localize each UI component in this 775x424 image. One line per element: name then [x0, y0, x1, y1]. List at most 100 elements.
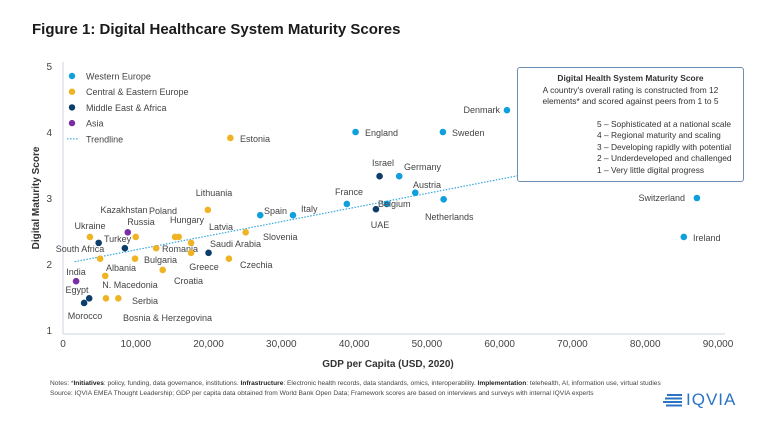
point-germany: [395, 172, 403, 180]
point-bosnia-herzegovina: [102, 295, 110, 302]
notes-line: Notes: *Initiatives: policy, funding, da…: [50, 379, 661, 389]
point-label-croatia: Croatia: [174, 276, 203, 286]
notes-key: Initiatives: [73, 380, 104, 387]
scale-item-3: 3 – Developing rapidly with potential: [597, 141, 732, 152]
point-austria: [411, 189, 419, 197]
legend-label: Trendline: [86, 134, 123, 144]
point-label-saudi-arabia: Saudi Arabia: [210, 239, 261, 249]
x-tick-label: 30,000: [266, 339, 297, 350]
point-morocco: [80, 299, 88, 307]
figure-title: Figure 1: Digital Healthcare System Matu…: [32, 21, 401, 38]
point-label-switzerland: Switzerland: [638, 193, 685, 203]
notes-value: : policy, funding, data governance, inst…: [103, 380, 241, 387]
point-label-england: England: [365, 128, 398, 138]
point-denmark: [503, 106, 511, 114]
point-latvia: [187, 239, 195, 247]
point-label-germany: Germany: [404, 162, 442, 172]
x-tick-label: 10,000: [120, 339, 151, 350]
point-turkey: [121, 244, 129, 252]
point-netherlands: [440, 196, 447, 203]
point-label-ukraine: Ukraine: [74, 221, 105, 231]
point-greece: [187, 249, 195, 257]
notes-value: : telehealth, AI, information use, virtu…: [526, 380, 661, 387]
x-tick-label: 80,000: [630, 339, 661, 350]
point-egypt: [85, 295, 93, 302]
point-saudi-arabia: [205, 249, 212, 257]
point-bulgaria: [131, 255, 139, 263]
point-india: [72, 277, 80, 285]
y-axis-title: Digital Maturity Score: [31, 146, 42, 249]
point-south-africa: [95, 239, 102, 247]
iqvia-logo: IQVIA: [663, 390, 736, 410]
info-box-title: Digital Health System Maturity Score: [557, 73, 704, 83]
legend-marker: [68, 104, 76, 111]
point-label-spain: Spain: [264, 206, 287, 216]
y-tick-label: 5: [46, 62, 52, 73]
point-label-italy: Italy: [301, 204, 318, 214]
notes-key: Infrastructure: [240, 380, 284, 387]
point-label-lithuania: Lithuania: [196, 188, 233, 198]
point-label-romania: Romania: [162, 244, 198, 254]
point-albania: [96, 255, 104, 263]
score-info-box: Digital Health System Maturity Score A c…: [517, 67, 744, 182]
point-russia: [132, 233, 140, 241]
point-ukraine: [86, 233, 94, 241]
point-label-albania: Albania: [106, 263, 136, 273]
notes-key: Implementation: [477, 380, 527, 387]
info-box-line: elements* and scored against peers from …: [542, 96, 719, 106]
point-label-kazakhstan: Kazakhstan: [100, 205, 147, 215]
point-sweden: [439, 128, 447, 136]
point-hungary: [175, 233, 183, 241]
point-slovenia: [242, 229, 249, 236]
point-uae: [372, 205, 380, 213]
point-label-netherlands: Netherlands: [425, 212, 474, 222]
logo-stripes-icon: [663, 394, 682, 407]
scale-item-5: 5 – Sophisticated at a national scale: [597, 118, 732, 129]
x-axis-title: GDP per Capita (USD, 2020): [322, 359, 454, 370]
legend-label: Central & Eastern Europe: [86, 87, 189, 97]
point-label-israel: Israel: [372, 158, 394, 168]
x-tick-label: 50,000: [412, 339, 443, 350]
info-box-line: A country's overall rating is constructe…: [542, 84, 719, 95]
point-n-macedonia: [101, 272, 109, 280]
x-tick-label: 60,000: [484, 339, 515, 350]
point-ireland: [680, 233, 688, 241]
point-label-bosnia-herzegovina: Bosnia & Herzegovina: [123, 313, 212, 323]
notes-prefix: Notes: *: [50, 380, 74, 387]
point-israel: [376, 172, 383, 180]
point-estonia: [227, 134, 234, 142]
point-label-denmark: Denmark: [463, 105, 500, 115]
point-label-turkey: Turkey: [104, 234, 132, 244]
point-label-serbia: Serbia: [132, 296, 158, 306]
x-tick-label: 20,000: [193, 339, 224, 350]
legend-marker: [68, 88, 76, 95]
point-label-morocco: Morocco: [68, 311, 103, 321]
point-label-czechia: Czechia: [240, 260, 273, 270]
trendline: [74, 175, 518, 263]
x-tick-label: 70,000: [557, 339, 588, 350]
y-tick-label: 1: [46, 326, 52, 337]
point-label-slovenia: Slovenia: [263, 232, 298, 242]
point-label-ireland: Ireland: [693, 233, 721, 243]
point-label-bulgaria: Bulgaria: [144, 255, 177, 265]
point-label-sweden: Sweden: [452, 128, 485, 138]
point-label-south-africa: South Africa: [56, 244, 105, 254]
point-label-france: France: [335, 187, 363, 197]
point-label-russia: Russia: [127, 217, 155, 227]
logo-text: IQVIA: [686, 390, 737, 409]
point-label-poland: Poland: [149, 206, 177, 216]
scale-item-4: 4 – Regional maturity and scaling: [597, 130, 721, 140]
footnotes: Notes: *Initiatives: policy, funding, da…: [50, 379, 661, 398]
x-tick-label: 90,000: [703, 339, 734, 350]
legend-label: Asia: [86, 119, 104, 129]
point-label-latvia: Latvia: [209, 222, 233, 232]
point-label-egypt: Egypt: [65, 285, 89, 295]
y-tick-label: 2: [46, 260, 52, 271]
y-tick-label: 3: [46, 194, 52, 205]
point-lithuania: [204, 206, 212, 214]
y-tick-label: 4: [46, 128, 52, 139]
source-line: Source: IQVIA EMEA Thought Leadership; G…: [50, 389, 594, 397]
point-italy: [289, 211, 297, 219]
scale-item-2: 2 – Underdeveloped and challenged: [597, 153, 732, 163]
scale-item-1: 1 – Very little digital progress: [597, 164, 705, 175]
